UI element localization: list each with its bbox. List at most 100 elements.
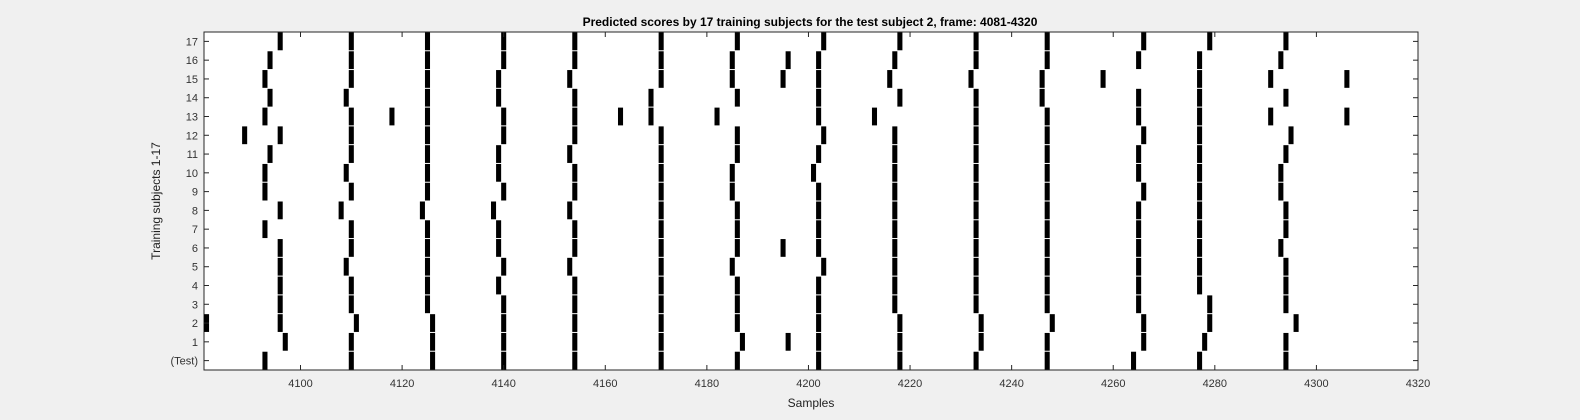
event-mark bbox=[658, 201, 664, 220]
y-tick-label: 9 bbox=[192, 187, 198, 199]
event-mark bbox=[892, 126, 898, 145]
event-mark bbox=[424, 220, 431, 239]
x-axis-ticks: 4100 4120 4140 4160 4180 4200 4220 4240 4260 4280… bbox=[288, 32, 1430, 390]
event-mark bbox=[734, 220, 740, 239]
event-mark bbox=[348, 239, 354, 257]
event-mark bbox=[978, 332, 984, 351]
event-mark bbox=[262, 163, 268, 182]
event-mark bbox=[424, 70, 431, 88]
event-mark bbox=[496, 239, 502, 257]
x-tick-label: 4240 bbox=[999, 378, 1023, 390]
event-mark bbox=[424, 126, 431, 145]
event-mark bbox=[353, 314, 359, 332]
event-mark bbox=[1197, 163, 1203, 182]
event-mark bbox=[277, 257, 283, 276]
event-mark bbox=[734, 88, 740, 107]
event-mark bbox=[816, 332, 822, 351]
event-mark bbox=[1197, 257, 1203, 276]
event-mark bbox=[734, 239, 740, 257]
event-mark bbox=[343, 88, 349, 107]
event-mark bbox=[973, 201, 979, 220]
event-mark bbox=[424, 145, 431, 163]
event-mark bbox=[658, 295, 664, 314]
event-mark bbox=[1044, 276, 1050, 295]
x-tick-label: 4260 bbox=[1101, 378, 1125, 390]
event-mark bbox=[277, 276, 283, 295]
event-mark bbox=[1197, 51, 1203, 70]
event-mark bbox=[816, 239, 822, 257]
y-axis-label: Training subjects 1-17 bbox=[149, 142, 163, 260]
event-mark bbox=[348, 126, 354, 145]
event-mark bbox=[973, 145, 979, 163]
event-mark bbox=[1197, 70, 1203, 88]
event-mark bbox=[501, 182, 507, 201]
event-mark bbox=[348, 182, 354, 201]
event-mark bbox=[1283, 145, 1289, 163]
event-mark bbox=[1197, 88, 1203, 107]
event-mark bbox=[424, 107, 431, 126]
event-mark bbox=[821, 257, 827, 276]
event-mark bbox=[1044, 51, 1050, 70]
event-mark bbox=[262, 220, 268, 239]
event-mark bbox=[734, 276, 740, 295]
y-tick-label: 16 bbox=[186, 55, 198, 67]
y-tick-label: 13 bbox=[186, 112, 198, 124]
event-mark bbox=[572, 276, 578, 295]
event-mark bbox=[1136, 239, 1142, 257]
event-mark bbox=[1283, 201, 1289, 220]
event-mark bbox=[572, 88, 578, 107]
event-mark bbox=[501, 126, 507, 145]
x-tick-label: 4160 bbox=[593, 378, 617, 390]
event-mark bbox=[978, 314, 984, 332]
event-mark bbox=[729, 163, 735, 182]
event-mark bbox=[816, 295, 822, 314]
event-mark bbox=[1136, 257, 1142, 276]
event-mark bbox=[729, 51, 735, 70]
event-mark bbox=[424, 163, 431, 182]
event-mark bbox=[1136, 201, 1142, 220]
event-mark bbox=[348, 32, 354, 51]
x-tick-label: 4140 bbox=[491, 378, 515, 390]
event-mark bbox=[424, 32, 431, 51]
event-mark bbox=[1197, 239, 1203, 257]
event-mark bbox=[348, 51, 354, 70]
event-mark bbox=[892, 276, 898, 295]
event-mark bbox=[1100, 70, 1106, 88]
event-mark bbox=[572, 32, 578, 51]
event-mark bbox=[501, 32, 507, 51]
y-tick-label: 5 bbox=[192, 262, 198, 274]
event-mark bbox=[1207, 295, 1213, 314]
event-mark bbox=[348, 295, 354, 314]
event-mark bbox=[1278, 182, 1284, 201]
event-mark bbox=[1197, 220, 1203, 239]
event-mark bbox=[424, 276, 431, 295]
event-mark bbox=[816, 220, 822, 239]
event-mark bbox=[348, 351, 354, 370]
event-mark bbox=[658, 163, 664, 182]
event-mark bbox=[267, 51, 273, 70]
event-mark bbox=[572, 163, 578, 182]
event-mark bbox=[892, 163, 898, 182]
event-mark bbox=[1044, 145, 1050, 163]
event-mark bbox=[501, 314, 507, 332]
event-mark bbox=[1136, 145, 1142, 163]
event-mark bbox=[892, 239, 898, 257]
event-mark bbox=[491, 201, 497, 220]
event-mark bbox=[785, 332, 791, 351]
x-tick-label: 4220 bbox=[898, 378, 922, 390]
event-mark bbox=[572, 182, 578, 201]
event-mark bbox=[501, 257, 507, 276]
event-mark bbox=[729, 257, 735, 276]
event-mark bbox=[424, 295, 431, 314]
event-mark bbox=[973, 51, 979, 70]
event-mark bbox=[973, 107, 979, 126]
y-tick-label: 12 bbox=[186, 130, 198, 142]
event-mark bbox=[567, 201, 573, 220]
y-tick-label: 4 bbox=[192, 281, 198, 293]
event-mark bbox=[892, 51, 898, 70]
event-mark bbox=[734, 351, 740, 370]
event-mark bbox=[1141, 126, 1147, 145]
event-mark bbox=[267, 145, 273, 163]
event-mark bbox=[729, 70, 735, 88]
event-mark bbox=[816, 351, 822, 370]
